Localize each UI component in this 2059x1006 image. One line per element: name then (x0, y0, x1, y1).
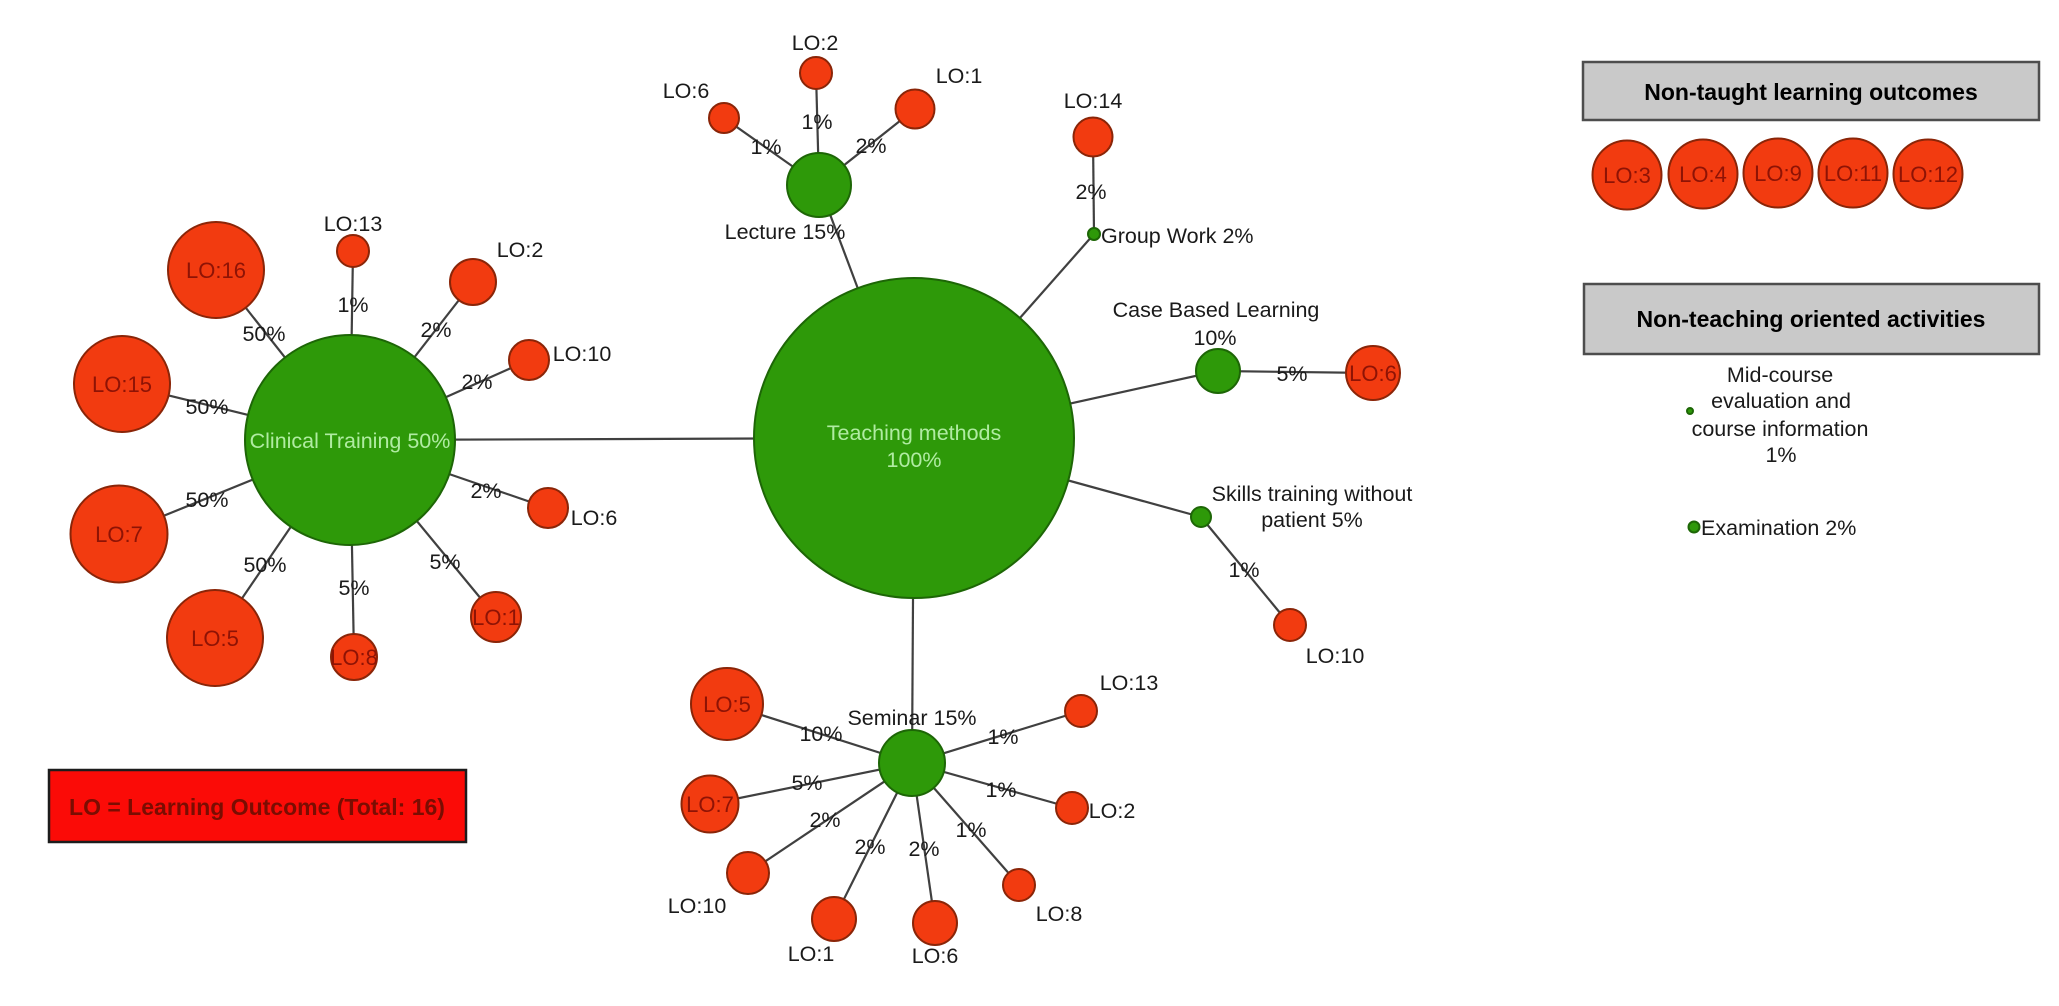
svg-text:5%: 5% (791, 771, 822, 795)
svg-text:LO:10: LO:10 (1306, 644, 1365, 668)
svg-text:LO:5: LO:5 (191, 626, 239, 651)
svg-text:1%: 1% (1228, 558, 1259, 582)
svg-text:LO:10: LO:10 (553, 342, 612, 366)
svg-text:5%: 5% (1276, 362, 1307, 386)
svg-text:Mid-course: Mid-course (1727, 363, 1833, 387)
svg-text:LO:3: LO:3 (1603, 163, 1651, 188)
svg-text:LO:1: LO:1 (936, 64, 983, 88)
svg-text:50%: 50% (242, 322, 285, 346)
svg-text:LO:6: LO:6 (663, 79, 710, 103)
svg-text:100%: 100% (887, 448, 942, 472)
svg-text:LO:2: LO:2 (497, 238, 544, 262)
svg-text:1%: 1% (1765, 443, 1796, 467)
svg-text:1%: 1% (337, 293, 368, 317)
svg-text:LO:7: LO:7 (95, 522, 143, 547)
svg-text:patient 5%: patient 5% (1261, 508, 1363, 532)
svg-text:2%: 2% (855, 134, 886, 158)
svg-text:Seminar 15%: Seminar 15% (847, 706, 976, 730)
svg-text:2%: 2% (854, 835, 885, 859)
svg-text:LO = Learning Outcome (Total:: LO = Learning Outcome (Total: 16) (69, 794, 445, 820)
svg-text:5%: 5% (429, 550, 460, 574)
svg-text:2%: 2% (1075, 180, 1106, 204)
svg-text:course information: course information (1692, 417, 1869, 441)
svg-text:LO:13: LO:13 (324, 212, 383, 236)
svg-text:Clinical Training 50%: Clinical Training 50% (250, 429, 451, 453)
svg-text:LO:9: LO:9 (1754, 161, 1802, 186)
svg-text:LO:1: LO:1 (788, 942, 835, 966)
svg-text:1%: 1% (955, 818, 986, 842)
svg-text:LO:5: LO:5 (703, 692, 751, 717)
svg-text:Examination 2%: Examination 2% (1701, 516, 1856, 540)
svg-text:Case Based Learning: Case Based Learning (1113, 298, 1320, 322)
svg-text:1%: 1% (987, 725, 1018, 749)
svg-text:50%: 50% (243, 553, 286, 577)
svg-text:LO:6: LO:6 (1349, 361, 1397, 386)
svg-text:LO:10: LO:10 (668, 894, 727, 918)
svg-text:10%: 10% (799, 722, 842, 746)
svg-text:LO:2: LO:2 (792, 31, 839, 55)
svg-text:LO:14: LO:14 (1064, 89, 1123, 113)
svg-text:1%: 1% (750, 135, 781, 159)
svg-text:LO:6: LO:6 (912, 944, 959, 968)
svg-text:Lecture 15%: Lecture 15% (725, 220, 846, 244)
svg-text:LO:12: LO:12 (1898, 162, 1958, 187)
svg-text:LO:1: LO:1 (472, 605, 520, 630)
svg-text:2%: 2% (809, 808, 840, 832)
svg-text:Group Work 2%: Group Work 2% (1101, 224, 1254, 248)
svg-text:5%: 5% (338, 576, 369, 600)
svg-text:50%: 50% (185, 488, 228, 512)
svg-text:LO:7: LO:7 (686, 792, 734, 817)
svg-text:Non-teaching oriented activiti: Non-teaching oriented activities (1637, 306, 1986, 332)
svg-text:LO:4: LO:4 (1679, 162, 1727, 187)
svg-text:1%: 1% (985, 778, 1016, 802)
svg-text:evaluation and: evaluation and (1711, 389, 1851, 413)
svg-text:LO:13: LO:13 (1100, 671, 1159, 695)
svg-text:2%: 2% (470, 479, 501, 503)
svg-text:LO:11: LO:11 (1824, 161, 1882, 186)
svg-text:2%: 2% (420, 318, 451, 342)
svg-text:50%: 50% (185, 395, 228, 419)
svg-text:Skills training without: Skills training without (1212, 482, 1413, 506)
svg-text:LO:8: LO:8 (330, 645, 378, 670)
svg-text:10%: 10% (1193, 326, 1236, 350)
svg-text:2%: 2% (908, 837, 939, 861)
svg-text:Teaching methods: Teaching methods (827, 421, 1002, 445)
svg-text:LO:6: LO:6 (571, 506, 618, 530)
svg-text:1%: 1% (801, 110, 832, 134)
svg-text:2%: 2% (461, 370, 492, 394)
svg-text:Non-taught learning outcomes: Non-taught learning outcomes (1644, 79, 1978, 105)
svg-text:LO:16: LO:16 (186, 258, 246, 283)
svg-text:LO:15: LO:15 (92, 372, 152, 397)
svg-text:LO:8: LO:8 (1036, 902, 1083, 926)
svg-text:LO:2: LO:2 (1089, 799, 1136, 823)
